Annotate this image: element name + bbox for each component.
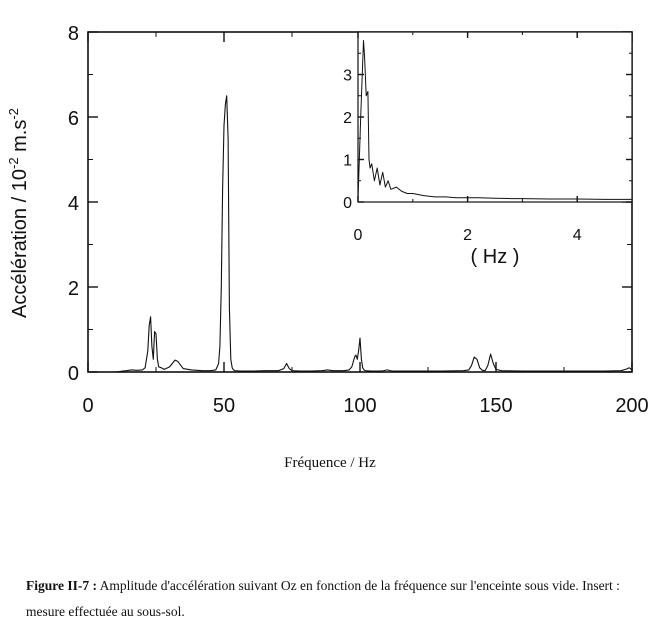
main-chart: 0 50 100 150 200 0 2 4 6 8 0 2 4 0 1 2 3 Accélération /… [6,23,649,417]
inset-x-tick-label: 2 [463,227,472,244]
main-y-tick-label: 4 [68,193,79,215]
inset-ticks: 0 2 4 0 1 2 3 [343,32,632,244]
main-y-tick-label: 8 [68,23,79,45]
inset-plot-frame [357,31,633,203]
y-axis-label: Accélération / 10-2 m.s-2 [6,108,31,318]
figure-caption: Figure II-7 : Amplitude d'accélération s… [26,573,646,625]
main-x-tick-label: 50 [213,395,235,417]
inset-axes [357,31,633,203]
main-x-tick-label: 0 [82,395,93,417]
main-y-tick-label: 0 [68,363,79,385]
main-x-tick-label: 200 [615,395,648,417]
inset-x-tick-label: 0 [354,227,363,244]
inset-x-axis-label: ( Hz ) [471,246,520,268]
x-axis-label: Fréquence / Hz [284,455,376,471]
inset-series [357,40,632,200]
inset-y-tick-label: 1 [343,153,352,170]
main-x-tick-label: 150 [479,395,512,417]
main-x-tick-label: 100 [343,395,376,417]
main-y-tick-label: 2 [68,278,79,300]
inset-y-tick-label: 0 [343,195,352,212]
caption-label: Figure II-7 : [26,578,97,593]
inset-x-tick-label: 4 [573,227,582,244]
main-y-tick-label: 6 [68,108,79,130]
caption-text: Amplitude d'accélération suivant Oz en f… [26,578,620,619]
inset-series-line [357,40,632,200]
main-series-line [88,95,633,373]
inset-y-tick-label: 3 [343,68,352,85]
main-series [88,95,633,373]
inset-y-tick-label: 2 [343,110,352,127]
